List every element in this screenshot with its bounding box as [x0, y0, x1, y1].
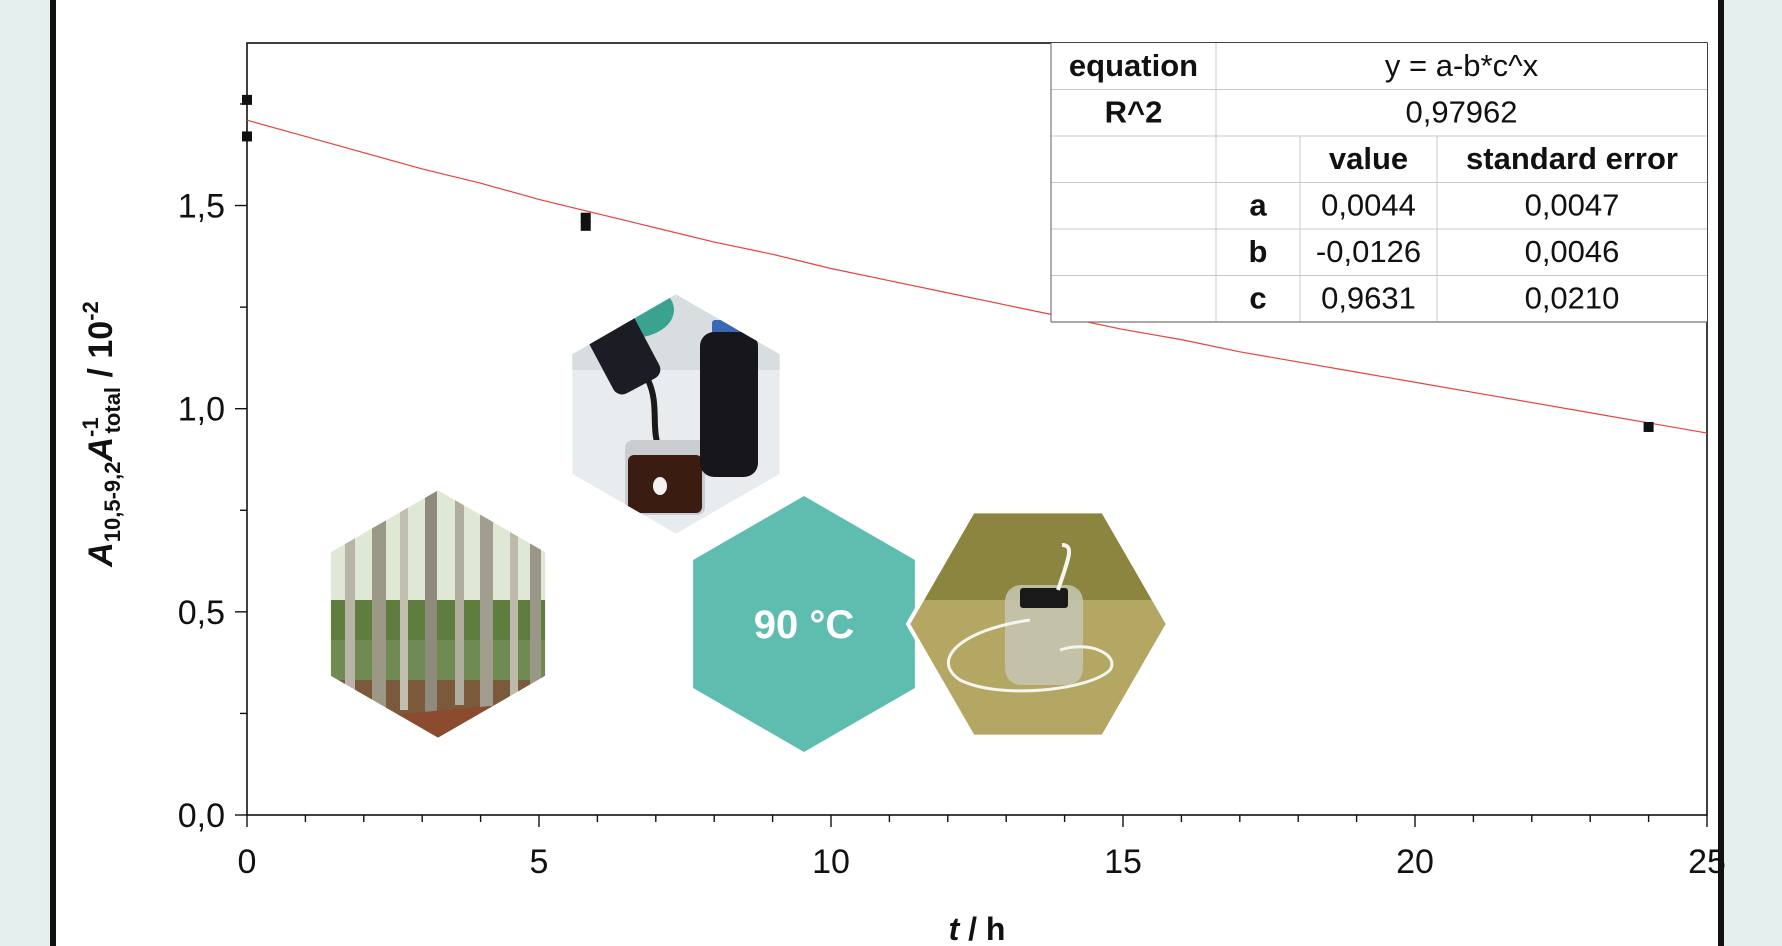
y-label-unit: / 10: [82, 321, 120, 387]
fit-results-table: equation y = a-b*c^x R^2 0,97962 value standa…: [1050, 43, 1707, 323]
x-tick-label: 25: [1688, 843, 1726, 881]
fit-table-equation-label: equation: [1069, 48, 1198, 83]
y-tick-label: 0,5: [178, 594, 225, 632]
fit-table-r2-label: R^2: [1105, 95, 1163, 130]
x-axis-label: t / h: [949, 911, 1006, 946]
fit-table-r2-value: 0,97962: [1405, 95, 1517, 130]
y-label-a-sub: 10,5-9,2: [100, 462, 125, 543]
pour-hexagon-border: [568, 289, 784, 539]
y-label-b-sup: -1: [78, 417, 103, 437]
bottle-hexagon-border: [905, 509, 1171, 739]
temperature-hexagon: [693, 496, 915, 752]
y-tick-label: 1,0: [178, 391, 225, 429]
data-points: [242, 94, 1654, 432]
x-tick-label: 10: [812, 843, 850, 881]
fit-table-param-name: b: [1249, 234, 1268, 269]
x-tick-label: 20: [1396, 843, 1434, 881]
forest-photo-icon: [328, 488, 548, 740]
fit-table-param-value: -0,0126: [1316, 234, 1421, 269]
y-label-a: A: [82, 542, 120, 568]
y-label-unit-sup: -2: [78, 301, 103, 321]
fit-table-param-value: 0,9631: [1321, 281, 1416, 316]
y-label-b: A: [82, 437, 120, 463]
fit-table-param-name: a: [1249, 188, 1267, 223]
fit-table-param-error: 0,0047: [1525, 188, 1620, 223]
y-axis-ticks: 0,0 0,5 1,0 1,5: [178, 103, 247, 835]
bottle-on-sand-photo-icon: [908, 511, 1168, 737]
fit-table-error-header: standard error: [1466, 141, 1678, 176]
data-point: [242, 94, 252, 105]
fit-curve: [246, 119, 1708, 434]
y-tick-label: 0,0: [178, 797, 225, 835]
y-tick-label: 1,5: [178, 188, 225, 226]
x-axis-label-unit: / h: [959, 911, 1005, 946]
fit-table-param-error: 0,0046: [1525, 234, 1620, 269]
fit-table-param-name: c: [1249, 281, 1266, 316]
data-point: [242, 131, 252, 142]
y-axis-label: A10,5-9,2A-1total / 10-2: [78, 301, 125, 568]
fit-table-param-value: 0,0044: [1321, 188, 1416, 223]
forest-hexagon-border: [326, 485, 550, 743]
x-axis-label-variable: t: [949, 911, 961, 946]
data-point: [580, 220, 591, 231]
fit-table-equation-value: y = a-b*c^x: [1385, 48, 1539, 83]
x-tick-label: 0: [238, 843, 257, 881]
temperature-label: 90 °C: [754, 603, 855, 647]
y-label-b-sub: total: [100, 387, 125, 433]
plot-frame: [246, 42, 1708, 816]
dark-liquid-pouring-photo-icon: [570, 292, 782, 536]
fit-table-value-header: value: [1329, 141, 1408, 176]
fit-table-param-error: 0,0210: [1525, 281, 1620, 316]
x-tick-label: 5: [530, 843, 549, 881]
data-point: [1643, 421, 1654, 432]
x-axis-ticks: 0 5 10 15 20 25: [238, 815, 1726, 881]
x-tick-label: 15: [1104, 843, 1142, 881]
data-point: [580, 212, 591, 223]
